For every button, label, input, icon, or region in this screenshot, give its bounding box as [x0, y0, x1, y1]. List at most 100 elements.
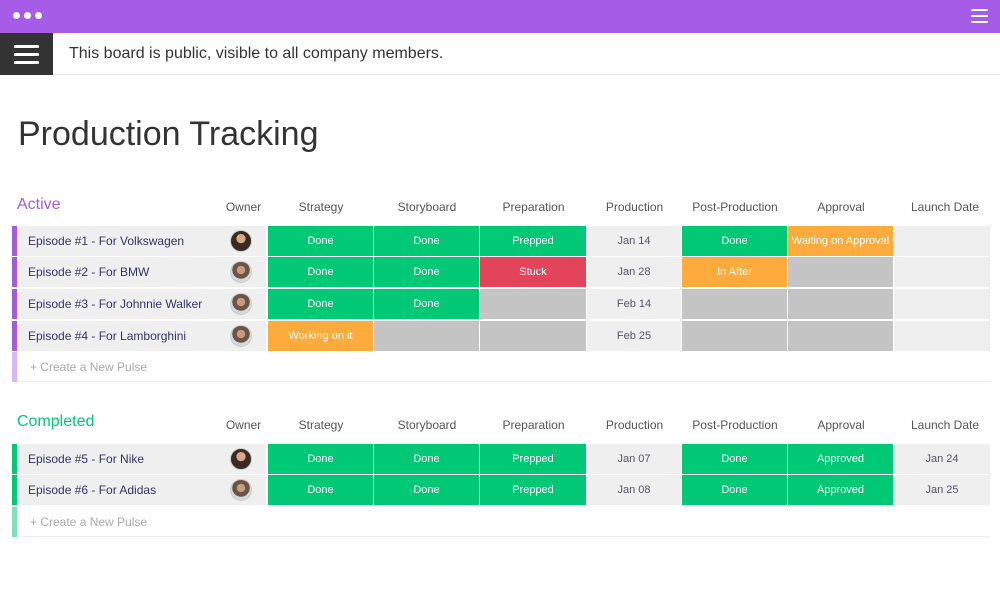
post-production-status[interactable] [682, 289, 787, 319]
column-header-launch-date[interactable]: Launch Date [910, 200, 980, 214]
post-production-status[interactable] [682, 321, 787, 351]
row-color-bar [12, 475, 17, 505]
menu-icon[interactable] [971, 9, 988, 23]
preparation-status[interactable] [480, 321, 586, 351]
group-title-completed[interactable]: Completed [17, 413, 95, 430]
column-header-production[interactable]: Production [605, 418, 664, 432]
post-production-status[interactable]: Done [682, 475, 787, 505]
column-header-owner[interactable]: Owner [225, 200, 262, 214]
column-header-production[interactable]: Production [605, 200, 664, 214]
pulse-name[interactable]: Episode #6 - For Adidas [17, 475, 224, 505]
preparation-status[interactable]: Prepped [480, 475, 586, 505]
avatar[interactable] [230, 261, 252, 283]
post-production-status[interactable]: Done [682, 226, 787, 256]
strategy-status[interactable]: Done [268, 226, 373, 256]
avatar[interactable] [230, 293, 252, 315]
pulse-name[interactable]: Episode #4 - For Lamborghini [17, 321, 224, 351]
owner-cell [215, 257, 266, 287]
table-row[interactable]: Episode #4 - For Lamborghini Working on … [12, 321, 990, 351]
storyboard-status[interactable]: Done [374, 289, 479, 319]
create-pulse-row: + Create a New Pulse [12, 507, 990, 537]
column-header-strategy[interactable]: Strategy [298, 418, 344, 432]
column-header-storyboard[interactable]: Storyboard [397, 418, 457, 432]
avatar[interactable] [230, 230, 252, 252]
launch-date[interactable] [894, 289, 990, 319]
strategy-status[interactable]: Done [268, 289, 373, 319]
owner-cell [215, 475, 266, 505]
launch-date[interactable]: Jan 24 [894, 444, 990, 474]
preparation-status[interactable]: Stuck [480, 257, 586, 287]
table-row[interactable]: Episode #6 - For Adidas Done Done Preppe… [12, 475, 990, 505]
column-header-post-production[interactable]: Post-Production [692, 200, 778, 214]
strategy-status[interactable]: Working on it [268, 321, 373, 351]
row-color-bar [12, 257, 17, 287]
dot-icon [13, 12, 20, 19]
preparation-status[interactable] [480, 289, 586, 319]
avatar[interactable] [230, 448, 252, 470]
owner-cell [215, 289, 266, 319]
approval-status[interactable]: Waiting on Approval [788, 226, 893, 256]
column-header-strategy[interactable]: Strategy [298, 200, 344, 214]
column-header-launch-date[interactable]: Launch Date [910, 418, 980, 432]
production-date[interactable]: Feb 25 [587, 321, 681, 351]
column-header-preparation[interactable]: Preparation [502, 200, 565, 214]
info-bar: This board is public, visible to all com… [0, 33, 1000, 75]
avatar[interactable] [230, 479, 252, 501]
create-pulse-row: + Create a New Pulse [12, 352, 990, 382]
post-production-status[interactable]: Done [682, 444, 787, 474]
row-color-bar [12, 507, 17, 537]
window-titlebar [0, 0, 1000, 33]
approval-status[interactable] [788, 257, 893, 287]
row-color-bar [12, 289, 17, 319]
board-title[interactable]: Production Tracking [18, 115, 319, 153]
hamburger-menu-button[interactable] [0, 33, 53, 75]
production-date[interactable]: Feb 14 [587, 289, 681, 319]
table-row[interactable]: Episode #3 - For Johnnie Walker Done Don… [12, 289, 990, 319]
create-pulse-button[interactable]: + Create a New Pulse [30, 515, 148, 529]
window-dots [13, 12, 42, 19]
table-row[interactable]: Episode #1 - For Volkswagen Done Done Pr… [12, 226, 990, 256]
approval-status[interactable]: Approved [788, 475, 893, 505]
pulse-name[interactable]: Episode #1 - For Volkswagen [17, 226, 224, 256]
production-date[interactable]: Jan 08 [587, 475, 681, 505]
storyboard-status[interactable]: Done [374, 475, 479, 505]
avatar[interactable] [230, 325, 252, 347]
column-header-storyboard[interactable]: Storyboard [397, 200, 457, 214]
approval-status[interactable]: Approved [788, 444, 893, 474]
preparation-status[interactable]: Prepped [480, 226, 586, 256]
launch-date[interactable] [894, 226, 990, 256]
post-production-status[interactable]: In After [682, 257, 787, 287]
preparation-status[interactable]: Prepped [480, 444, 586, 474]
pulse-name[interactable]: Episode #2 - For BMW [17, 257, 224, 287]
group-title-active[interactable]: Active [17, 196, 61, 213]
table-row[interactable]: Episode #2 - For BMW Done Done Stuck Jan… [12, 257, 990, 287]
column-header-owner[interactable]: Owner [225, 418, 262, 432]
pulse-name[interactable]: Episode #5 - For Nike [17, 444, 224, 474]
storyboard-status[interactable]: Done [374, 257, 479, 287]
column-header-preparation[interactable]: Preparation [502, 418, 565, 432]
production-date[interactable]: Jan 07 [587, 444, 681, 474]
storyboard-status[interactable]: Done [374, 444, 479, 474]
strategy-status[interactable]: Done [268, 475, 373, 505]
production-date[interactable]: Jan 28 [587, 257, 681, 287]
row-color-bar [12, 226, 17, 256]
approval-status[interactable] [788, 321, 893, 351]
table-row[interactable]: Episode #5 - For Nike Done Done Prepped … [12, 444, 990, 474]
strategy-status[interactable]: Done [268, 444, 373, 474]
create-pulse-button[interactable]: + Create a New Pulse [30, 360, 148, 374]
column-header-post-production[interactable]: Post-Production [692, 418, 778, 432]
production-date[interactable]: Jan 14 [587, 226, 681, 256]
column-header-approval[interactable]: Approval [817, 200, 865, 214]
storyboard-status[interactable] [374, 321, 479, 351]
column-header-approval[interactable]: Approval [817, 418, 865, 432]
approval-status[interactable] [788, 289, 893, 319]
launch-date[interactable]: Jan 25 [894, 475, 990, 505]
dot-icon [35, 12, 42, 19]
board-visibility-text: This board is public, visible to all com… [69, 45, 444, 62]
launch-date[interactable] [894, 321, 990, 351]
storyboard-status[interactable]: Done [374, 226, 479, 256]
row-color-bar [12, 444, 17, 474]
pulse-name[interactable]: Episode #3 - For Johnnie Walker [17, 289, 224, 319]
launch-date[interactable] [894, 257, 990, 287]
strategy-status[interactable]: Done [268, 257, 373, 287]
